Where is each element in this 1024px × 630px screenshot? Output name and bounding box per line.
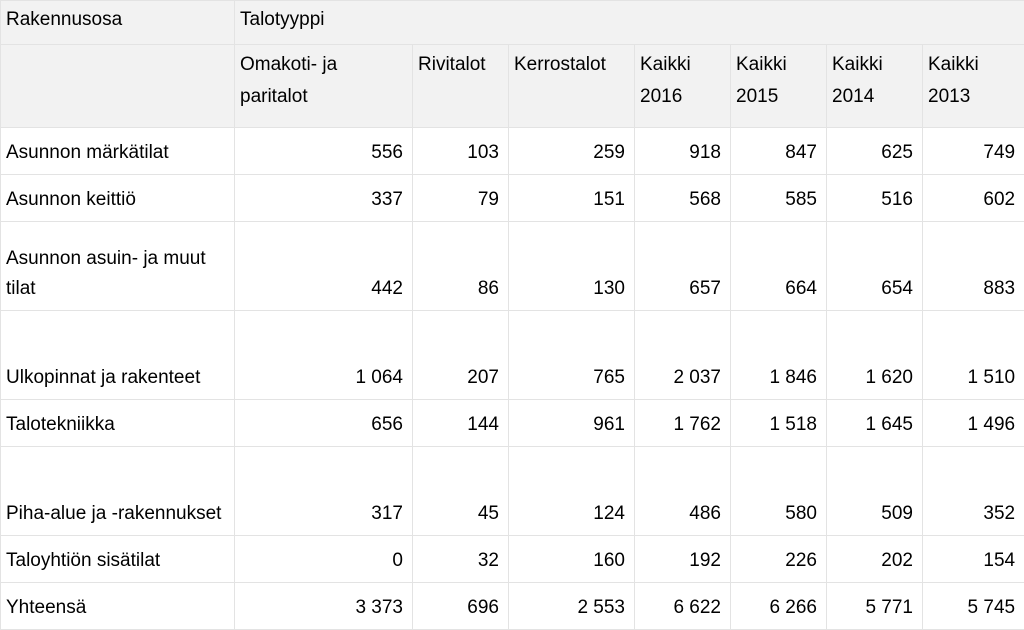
value-cell: 154: [923, 536, 1024, 583]
value-cell: 656: [235, 400, 413, 447]
value-cell: 556: [235, 128, 413, 175]
value-cell: 103: [413, 128, 509, 175]
value-cell: 207: [413, 311, 509, 400]
value-cell: 192: [635, 536, 731, 583]
value-cell: 79: [413, 175, 509, 222]
value-cell: 130: [509, 222, 635, 311]
value-cell: 1 496: [923, 400, 1024, 447]
value-cell: 202: [827, 536, 923, 583]
value-cell: 585: [731, 175, 827, 222]
value-cell: 765: [509, 311, 635, 400]
value-cell: 1 620: [827, 311, 923, 400]
value-cell: 516: [827, 175, 923, 222]
value-cell: 151: [509, 175, 635, 222]
row-label: Asunnon asuin- ja muut tilat: [1, 222, 235, 311]
value-cell: 654: [827, 222, 923, 311]
value-cell: 1 846: [731, 311, 827, 400]
value-cell: 847: [731, 128, 827, 175]
value-cell: 442: [235, 222, 413, 311]
value-cell: 1 510: [923, 311, 1024, 400]
row-label: Piha-alue ja -rakennukset: [1, 447, 235, 536]
header-row-group: Rakennusosa Talotyyppi: [1, 1, 1024, 45]
value-cell: 664: [731, 222, 827, 311]
value-cell: 6 266: [731, 583, 827, 630]
value-cell: 86: [413, 222, 509, 311]
row-label: Ulkopinnat ja rakenteet: [1, 311, 235, 400]
column-header: Kaikki 2014: [827, 45, 923, 128]
value-cell: 486: [635, 447, 731, 536]
value-cell: 602: [923, 175, 1024, 222]
column-header: Omakoti- ja paritalot: [235, 45, 413, 128]
row-label: Asunnon keittiö: [1, 175, 235, 222]
header-row-columns: Omakoti- ja paritalot Rivitalot Kerrosta…: [1, 45, 1024, 128]
column-header: Kaikki 2016: [635, 45, 731, 128]
value-cell: 883: [923, 222, 1024, 311]
value-cell: 2 037: [635, 311, 731, 400]
value-cell: 625: [827, 128, 923, 175]
value-cell: 918: [635, 128, 731, 175]
row-label: Taloyhtiön sisätilat: [1, 536, 235, 583]
value-cell: 5 771: [827, 583, 923, 630]
value-cell: 5 745: [923, 583, 1024, 630]
column-header: Rivitalot: [413, 45, 509, 128]
value-cell: 1 064: [235, 311, 413, 400]
value-cell: 337: [235, 175, 413, 222]
value-cell: 144: [413, 400, 509, 447]
value-cell: 259: [509, 128, 635, 175]
value-cell: 749: [923, 128, 1024, 175]
value-cell: 0: [235, 536, 413, 583]
group-header-cell: Talotyyppi: [235, 1, 1024, 45]
empty-header-cell: [1, 45, 235, 128]
value-cell: 657: [635, 222, 731, 311]
value-cell: 352: [923, 447, 1024, 536]
column-header: Kaikki 2015: [731, 45, 827, 128]
value-cell: 961: [509, 400, 635, 447]
value-cell: 3 373: [235, 583, 413, 630]
column-header: Kaikki 2013: [923, 45, 1024, 128]
value-cell: 580: [731, 447, 827, 536]
value-cell: 1 518: [731, 400, 827, 447]
value-cell: 2 553: [509, 583, 635, 630]
column-header: Kerrostalot: [509, 45, 635, 128]
value-cell: 45: [413, 447, 509, 536]
row-label: Talotekniikka: [1, 400, 235, 447]
value-cell: 1 762: [635, 400, 731, 447]
value-cell: 317: [235, 447, 413, 536]
corner-header-cell: Rakennusosa: [1, 1, 235, 45]
value-cell: 1 645: [827, 400, 923, 447]
row-label: Yhteensä: [1, 583, 235, 630]
value-cell: 696: [413, 583, 509, 630]
value-cell: 6 622: [635, 583, 731, 630]
row-label: Asunnon märkätilat: [1, 128, 235, 175]
value-cell: 509: [827, 447, 923, 536]
value-cell: 568: [635, 175, 731, 222]
value-cell: 124: [509, 447, 635, 536]
value-cell: 160: [509, 536, 635, 583]
value-cell: 32: [413, 536, 509, 583]
value-cell: 226: [731, 536, 827, 583]
